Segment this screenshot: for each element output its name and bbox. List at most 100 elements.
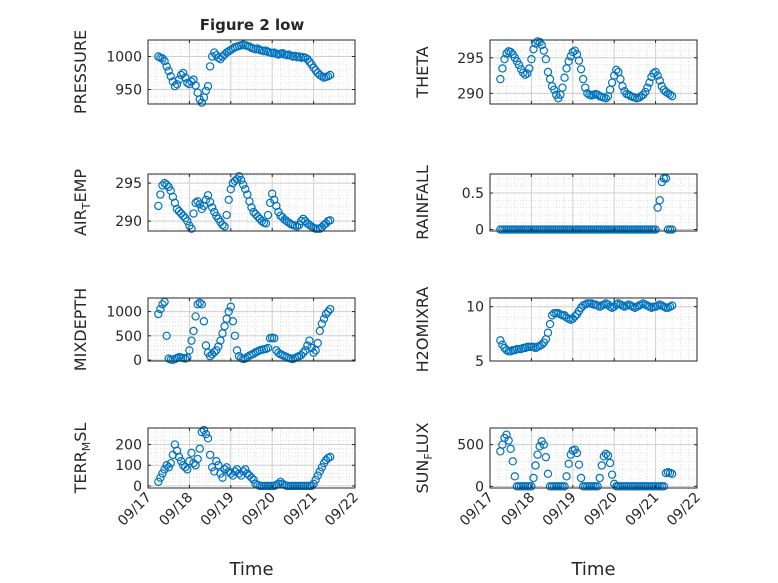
data-point (230, 176, 240, 186)
y-axis-label-subscript: M (80, 442, 93, 452)
data-point (665, 90, 675, 99)
y-tick-label: 200 (115, 438, 142, 454)
data-point (574, 460, 584, 469)
data-point (205, 197, 215, 207)
data-point (311, 346, 320, 355)
data-point (311, 66, 320, 75)
y-tick-label: 0 (133, 353, 142, 369)
data-point (583, 89, 592, 98)
data-point (160, 465, 169, 474)
data-point (189, 209, 198, 218)
axes-box (147, 173, 356, 232)
data-point (205, 450, 215, 460)
data-point (541, 55, 551, 64)
data-point (612, 65, 621, 75)
data-point (197, 427, 207, 437)
data-point (506, 444, 515, 454)
data-point (605, 458, 615, 468)
data-point (325, 452, 335, 462)
data-point (311, 475, 320, 484)
data-point (502, 49, 511, 58)
data-point (514, 60, 524, 70)
data-point (214, 461, 223, 470)
data-point (203, 434, 213, 443)
data-point (154, 201, 163, 211)
data-point (162, 331, 171, 340)
data-point (210, 48, 219, 57)
y-axis-label-rest: EMP (71, 169, 90, 203)
data-point (191, 198, 200, 208)
series-theta (496, 37, 677, 103)
data-point (303, 341, 312, 350)
data-point (181, 73, 190, 82)
axes-box (489, 427, 698, 489)
data-point (508, 457, 517, 466)
y-axis-label-rest: SL (71, 423, 90, 442)
data-point (234, 469, 244, 478)
data-point (241, 184, 250, 194)
data-point (154, 477, 163, 486)
data-point (663, 89, 673, 98)
data-point (618, 82, 627, 91)
data-point (158, 181, 167, 190)
data-point (226, 302, 235, 311)
data-point (278, 49, 287, 58)
data-point (193, 300, 202, 309)
data-point (176, 70, 186, 80)
data-point (655, 76, 664, 85)
y-axis-label-subscript: F (422, 453, 435, 459)
data-point (239, 180, 248, 189)
data-point (510, 472, 520, 481)
data-point (218, 473, 227, 482)
data-point (241, 465, 250, 474)
y-tick-label: 10 (466, 300, 484, 316)
axes-box (489, 173, 698, 232)
data-point (249, 349, 258, 358)
data-point (643, 83, 652, 92)
data-point (496, 336, 505, 345)
data-point (210, 348, 219, 357)
data-point (187, 224, 196, 233)
data-point (667, 301, 677, 310)
data-point (172, 204, 182, 214)
data-point (228, 317, 238, 326)
y-tick-label: 0.5 (462, 186, 484, 202)
y-tick-label: 290 (457, 86, 484, 102)
data-point (502, 430, 511, 439)
data-point (187, 336, 196, 345)
y-tick-label: 500 (457, 438, 484, 454)
data-point (317, 463, 327, 472)
data-point (599, 452, 609, 461)
data-point (294, 52, 304, 61)
data-point (189, 326, 198, 336)
data-point (562, 472, 571, 481)
data-point (313, 471, 322, 480)
data-point (222, 48, 231, 57)
data-point (178, 211, 188, 220)
data-point (667, 469, 677, 479)
data-point (325, 304, 335, 314)
data-point (201, 195, 211, 205)
data-point (581, 83, 590, 92)
data-point (220, 465, 229, 474)
data-point (305, 336, 314, 345)
data-point (325, 216, 335, 225)
data-point (533, 450, 542, 459)
data-point (653, 71, 662, 80)
data-point (239, 467, 248, 476)
data-point (199, 425, 209, 435)
data-point (195, 444, 204, 453)
data-point (162, 180, 171, 189)
y-axis-label: MIXDEPTH (71, 288, 90, 371)
y-tick-label: 1000 (106, 49, 142, 65)
axes-box (489, 297, 698, 362)
data-point (195, 200, 204, 209)
data-point (645, 78, 654, 87)
data-point (558, 83, 567, 92)
data-point (661, 87, 671, 97)
data-point (317, 72, 327, 81)
y-axis-label-subscript: T (80, 202, 93, 210)
data-point (537, 340, 546, 349)
axes-box (147, 427, 356, 489)
data-point (506, 47, 515, 57)
